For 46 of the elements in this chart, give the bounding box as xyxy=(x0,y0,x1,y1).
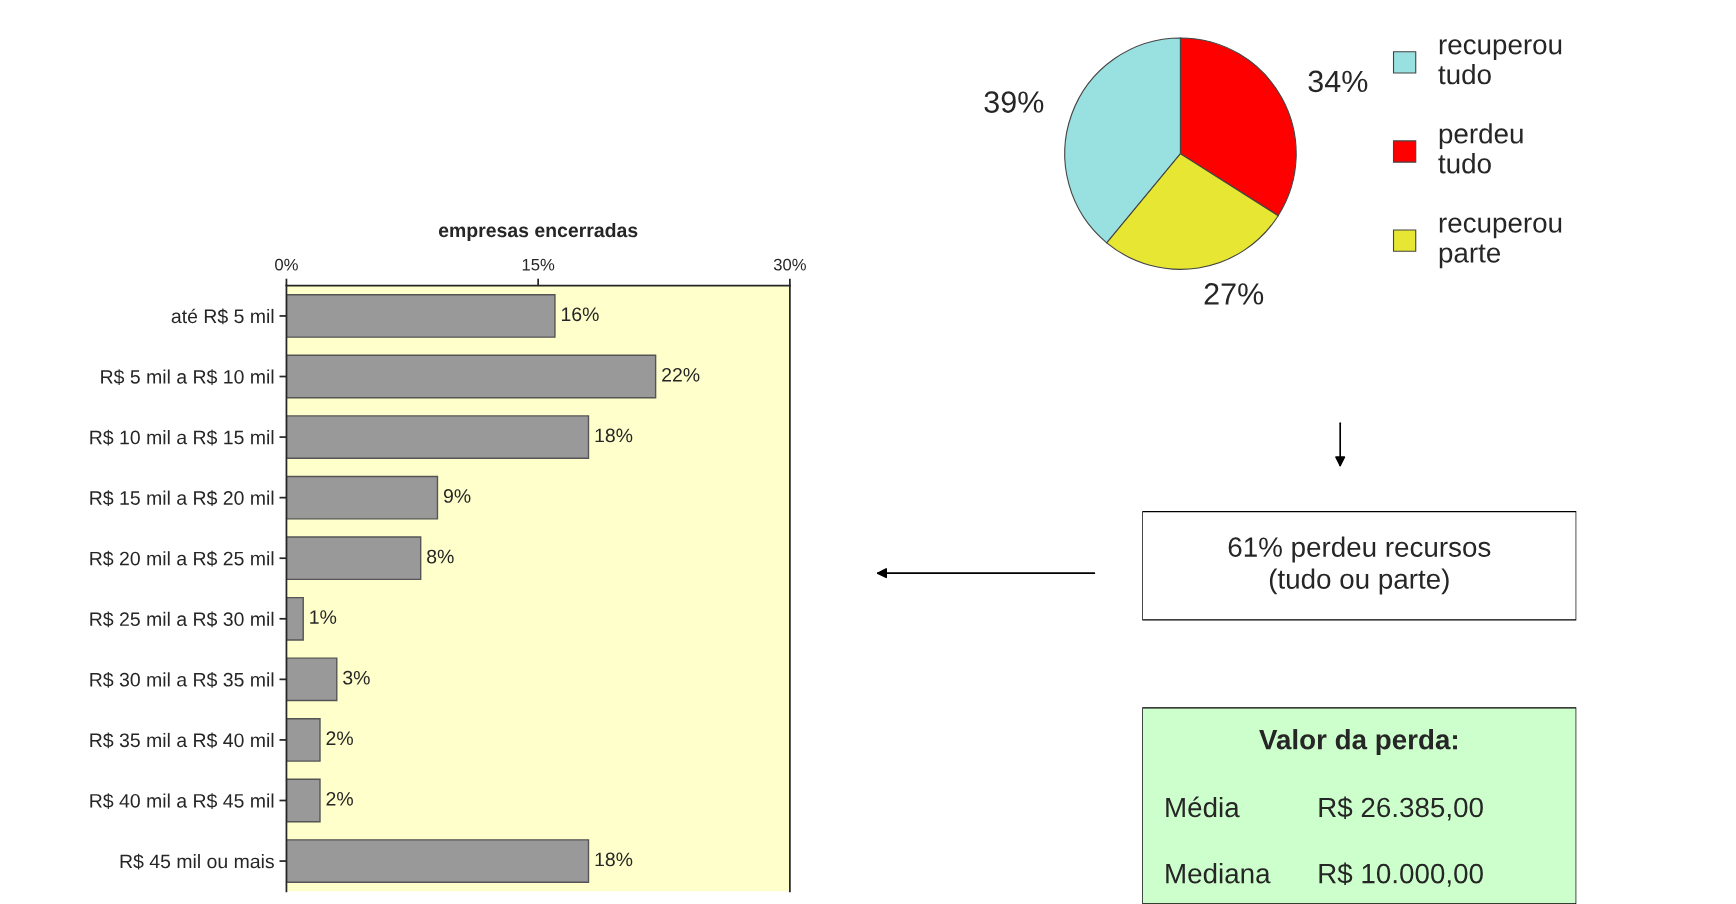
text: R$ 26.385,00 xyxy=(1319,796,1483,821)
data-label: 3% xyxy=(343,670,370,685)
bar xyxy=(286,415,590,459)
x-tick-label: 30% xyxy=(773,258,806,271)
y-tick-label: R$ 20 mil a R$ 25 mil xyxy=(90,550,274,567)
data-label: 18% xyxy=(595,852,633,867)
bar xyxy=(286,354,657,399)
bar xyxy=(286,596,304,641)
data-label: 2% xyxy=(326,791,353,806)
bar xyxy=(286,294,556,338)
data-label: 8% xyxy=(427,549,454,564)
bar xyxy=(286,718,321,762)
bar xyxy=(286,475,439,520)
data-label: 2% xyxy=(326,731,353,746)
y-tick-label: R$ 40 mil a R$ 45 mil xyxy=(90,793,274,809)
data-label: 9% xyxy=(443,489,471,503)
y-tick-label: R$ 45 mil ou mais xyxy=(120,853,274,870)
bar xyxy=(286,536,422,581)
text: Média xyxy=(1166,796,1240,818)
data-label: 27% xyxy=(1204,283,1264,305)
data-label: 18% xyxy=(595,428,633,443)
bar xyxy=(286,839,590,883)
y-tick-label: R$ 10 mil a R$ 15 mil xyxy=(90,429,274,446)
y-tick-label: R$ 35 mil a R$ 40 mil xyxy=(90,732,274,749)
data-label: 39% xyxy=(984,91,1044,113)
x-tick-label: 15% xyxy=(522,258,555,271)
data-label: 16% xyxy=(561,307,599,322)
text: 61% perdeu recursos (tudo ou parte) xyxy=(1228,536,1491,595)
data-label: 34% xyxy=(1308,70,1368,93)
text: Mediana xyxy=(1166,863,1271,884)
text: R$ 10.000,00 xyxy=(1319,862,1483,887)
y-tick-label: até R$ 5 mil xyxy=(171,308,274,325)
y-tick-label: R$ 5 mil a R$ 10 mil xyxy=(101,369,274,385)
chart-title: empresas encerradas xyxy=(438,222,638,242)
y-tick-label: R$ 15 mil a R$ 20 mil xyxy=(90,490,274,507)
legend-label: recuperou tudo xyxy=(1438,39,1562,85)
data-label: 1% xyxy=(310,610,337,624)
y-tick-label: R$ 30 mil a R$ 35 mil xyxy=(90,672,274,688)
data-label: 22% xyxy=(662,367,700,382)
bar xyxy=(286,778,321,823)
legend-label: recuperou parte xyxy=(1439,217,1562,269)
legend-label: perdeu tudo xyxy=(1438,123,1523,174)
bar xyxy=(286,657,338,702)
y-tick-label: R$ 25 mil a R$ 30 mil xyxy=(90,611,274,628)
text: Valor da perda: xyxy=(1259,729,1457,755)
x-tick-label: 0% xyxy=(275,258,298,271)
